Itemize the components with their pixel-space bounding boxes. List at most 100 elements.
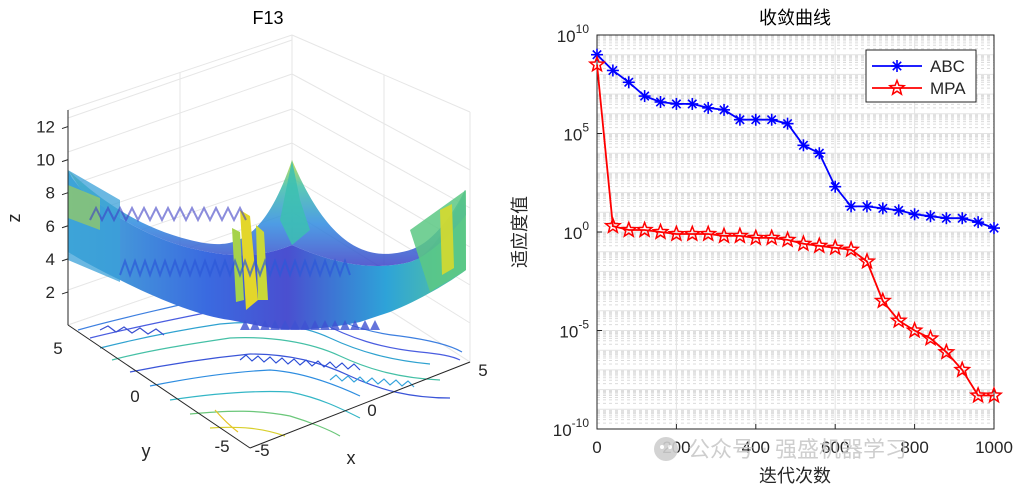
watermark: 公众号 · 强盛机器学习 [654, 437, 907, 463]
point-abc [781, 117, 794, 130]
wechat-icon [654, 437, 678, 461]
point-abc [940, 212, 953, 225]
z-tick-mark [61, 126, 69, 130]
convergence-x-label: 迭代次数 [759, 466, 831, 486]
point-mpa [746, 228, 765, 246]
y-tick-label: 0 [130, 387, 139, 406]
x-axis-line [249, 361, 471, 449]
watermark-text: 公众号 · 强盛机器学习 [688, 438, 907, 463]
surface-title: F13 [252, 8, 283, 28]
point-mpa [667, 224, 686, 242]
point-mpa [841, 240, 861, 258]
convergence-y-label: 适应度值 [510, 196, 530, 268]
point-abc [956, 212, 969, 225]
point-mpa [730, 226, 750, 244]
point-abc [749, 113, 762, 126]
z-tick-mark [61, 159, 69, 163]
y-axis-line [67, 324, 251, 449]
x-tick-label: 0 [367, 401, 376, 420]
x-tick-label: -5 [254, 441, 269, 460]
y-tick-label: 1010 [557, 22, 590, 46]
convergence-series [587, 48, 1004, 404]
legend-label-mpa: MPA [930, 79, 966, 98]
y-ticks: 5 0 -5 [53, 339, 229, 456]
point-mpa [587, 54, 607, 73]
point-abc [813, 147, 826, 160]
point-mpa [651, 222, 670, 240]
point-abc [876, 202, 889, 215]
convergence-title: 收敛曲线 [759, 8, 831, 28]
z-tick-label: 12 [36, 118, 55, 137]
point-abc [829, 180, 842, 193]
y-tick-label: 5 [53, 339, 62, 358]
point-mpa [778, 230, 797, 248]
y-tick-label: 10-10 [553, 416, 590, 440]
point-mpa [953, 360, 972, 378]
y-tick-label: 105 [563, 121, 589, 145]
point-mpa [794, 234, 813, 252]
point-mpa [699, 224, 718, 242]
x-tick-label: 1000 [975, 438, 1013, 457]
point-mpa [619, 220, 638, 238]
point-mpa [873, 291, 893, 309]
point-mpa [762, 228, 781, 246]
z-tick-label: 8 [46, 184, 55, 203]
point-mpa [826, 238, 845, 256]
point-abc [702, 101, 715, 114]
x-tick-label: 800 [900, 438, 928, 457]
surface-axes [67, 110, 471, 449]
point-abc [972, 216, 985, 229]
point-mpa [683, 224, 702, 242]
z-tick-label: 10 [36, 151, 55, 170]
point-abc [638, 90, 651, 103]
point-abc [654, 95, 667, 108]
point-abc [670, 97, 683, 110]
x-tick-label: 600 [821, 438, 849, 457]
point-abc [733, 113, 746, 126]
z-tick-mark [61, 258, 69, 262]
point-mpa [714, 226, 734, 244]
point-abc [988, 222, 1000, 235]
z-tick-label: 6 [46, 217, 55, 236]
point-abc [686, 97, 699, 110]
x-axis-label: x [347, 448, 356, 468]
point-abc [765, 113, 778, 126]
y-tick-label: -5 [214, 437, 229, 456]
z-tick-mark [61, 291, 69, 295]
legend-marker-mpa [887, 78, 907, 96]
y-axis-label: y [142, 441, 151, 461]
point-abc [908, 208, 921, 221]
point-abc [892, 204, 905, 217]
point-abc [622, 76, 635, 89]
point-mpa [635, 220, 654, 238]
point-mpa [937, 342, 956, 360]
point-mpa [921, 328, 940, 347]
z-axis-label: z [4, 214, 24, 223]
y-tick-label: 100 [563, 219, 589, 243]
x-tick-label: 400 [742, 438, 770, 457]
z-tick-label: 4 [46, 250, 55, 269]
z-tick-label: 2 [46, 283, 55, 302]
convergence-y-ticks: 1010 105 100 10-5 10-10 [553, 22, 602, 440]
x-ticks: -5 0 5 [254, 361, 487, 460]
point-abc [924, 210, 937, 223]
point-mpa [969, 385, 988, 404]
point-abc [860, 200, 873, 213]
point-mpa [810, 236, 829, 254]
surface-plot: F13 z y x 2 4 6 8 10 12 5 0 -5 -5 0 5 [4, 8, 488, 468]
legend-label-abc: ABC [930, 57, 965, 76]
legend-box [865, 49, 977, 103]
point-mpa [984, 385, 1004, 404]
x-tick-label: 0 [592, 438, 601, 457]
point-mpa [905, 320, 924, 339]
point-mpa [889, 310, 908, 329]
legend-marker-abc [891, 60, 903, 72]
point-abc [718, 103, 731, 116]
point-abc [797, 139, 810, 152]
legend: ABC MPA [865, 49, 977, 103]
series-line-mpa [596, 64, 994, 397]
point-abc [606, 64, 619, 77]
z-ticks: 2 4 6 8 10 12 [36, 118, 69, 302]
